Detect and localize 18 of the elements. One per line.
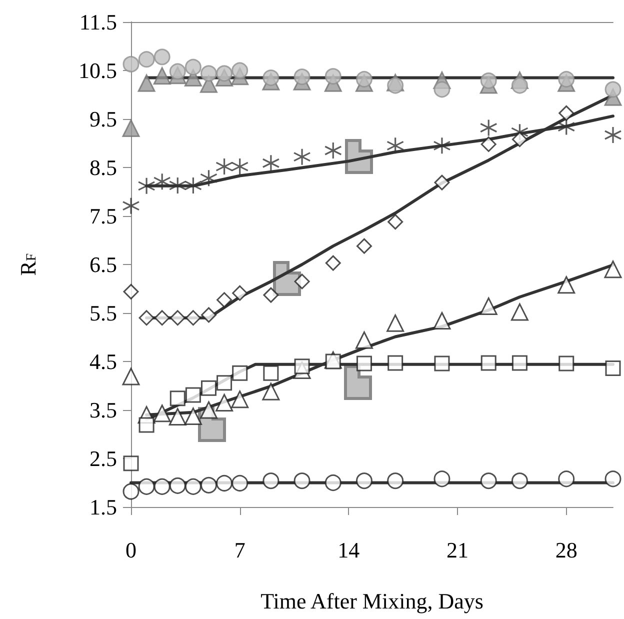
x-tick-label: 0 [126,538,136,562]
x-tick-label: 7 [234,538,246,562]
y-tick-label: 7.5 [90,204,117,228]
y-tick-label: 10.5 [78,58,117,83]
y-tick-label: 4.5 [90,349,117,374]
y-tick-label: 11.5 [79,10,117,34]
x-tick-label: 28 [555,538,578,562]
y-axis-title: RF [16,253,40,276]
y-tick-label: 6.5 [90,252,117,277]
y-tick-label: 9.5 [90,106,117,132]
y-tick-label: 8.5 [90,155,117,180]
y-tick-label: 2.5 [90,446,117,471]
x-tick-label: 21 [446,538,469,562]
y-tick-label: 5.5 [90,300,117,326]
x-tick-label: 14 [338,538,360,562]
x-axis-title: Time After Mixing, Days [260,588,484,614]
y-tick-label: 1.5 [90,494,117,520]
y-tick-label: 3.5 [90,398,117,422]
